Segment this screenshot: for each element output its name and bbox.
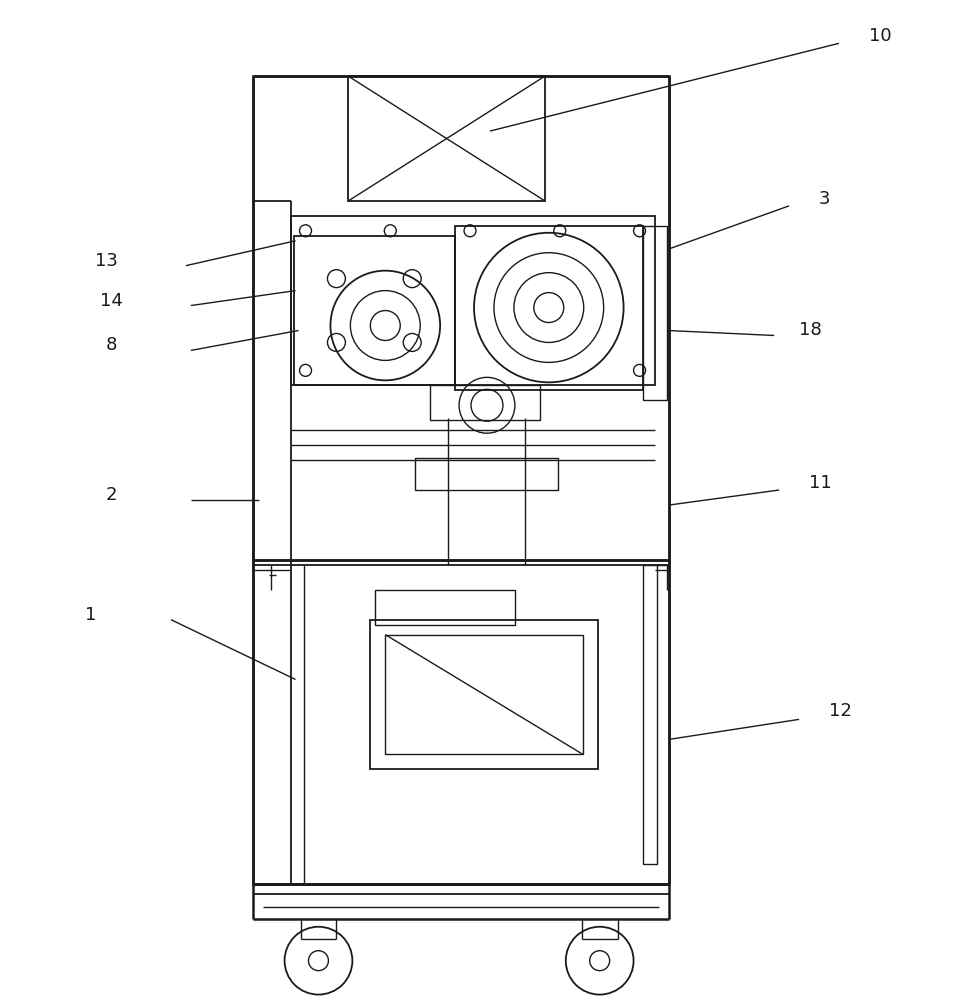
Bar xyxy=(252,560,669,884)
Text: 18: 18 xyxy=(799,321,822,339)
Bar xyxy=(385,635,583,754)
Text: 3: 3 xyxy=(819,190,831,208)
Text: 11: 11 xyxy=(809,474,832,492)
Text: 8: 8 xyxy=(105,336,117,354)
Bar xyxy=(455,226,642,390)
Bar xyxy=(430,385,540,420)
Bar xyxy=(642,226,667,400)
Bar xyxy=(415,458,558,490)
Text: 2: 2 xyxy=(105,486,117,504)
Bar xyxy=(375,590,514,625)
Bar xyxy=(252,76,669,560)
Text: 13: 13 xyxy=(95,252,118,270)
Bar xyxy=(348,76,544,201)
Text: 1: 1 xyxy=(85,606,97,624)
Text: 10: 10 xyxy=(869,27,892,45)
Bar xyxy=(294,236,455,385)
Text: 12: 12 xyxy=(829,702,852,720)
Bar xyxy=(290,216,655,385)
Text: 14: 14 xyxy=(100,292,123,310)
Bar xyxy=(370,620,598,769)
Bar xyxy=(642,565,658,864)
